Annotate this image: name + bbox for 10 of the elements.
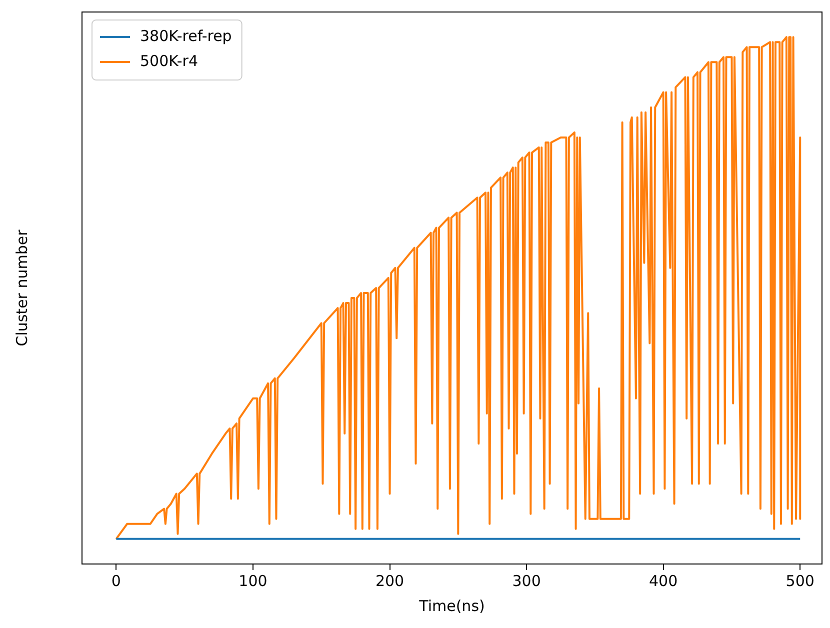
x-tick-label: 0: [111, 572, 121, 590]
x-tick-label: 100: [238, 572, 268, 590]
x-tick-label: 200: [375, 572, 404, 590]
y-axis-title: Cluster number: [12, 228, 31, 346]
x-tick-label: 500: [786, 572, 814, 590]
x-axis-title: Time(ns): [418, 596, 485, 615]
legend-label: 380K-ref-rep: [140, 26, 232, 45]
legend-label: 500K-r4: [140, 52, 198, 70]
x-tick-label: 400: [649, 572, 678, 590]
x-tick-label: 300: [512, 572, 541, 590]
